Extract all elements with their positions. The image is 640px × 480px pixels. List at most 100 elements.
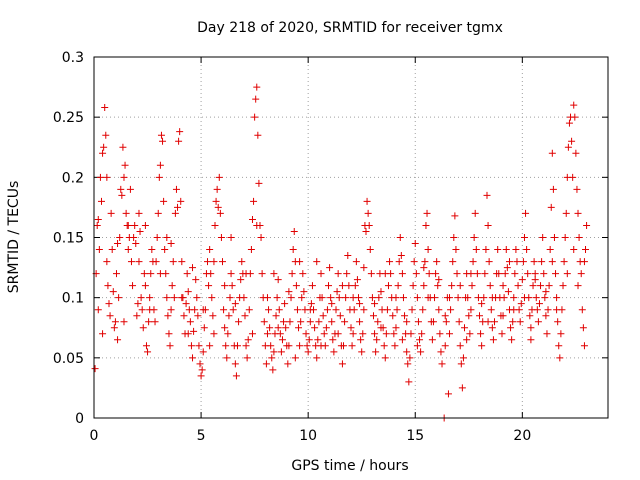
data-point — [196, 360, 204, 368]
data-point — [273, 294, 281, 302]
data-point — [349, 294, 357, 302]
data-point — [465, 312, 473, 320]
data-point — [299, 270, 307, 278]
data-point — [519, 258, 527, 266]
data-point — [399, 294, 407, 302]
data-point — [296, 342, 304, 350]
data-point — [574, 282, 582, 290]
data-point — [220, 306, 228, 314]
data-point — [526, 312, 534, 320]
data-point — [126, 185, 134, 193]
data-point — [476, 312, 483, 320]
data-point — [365, 221, 373, 229]
data-point — [557, 330, 565, 338]
data-point — [458, 384, 466, 392]
data-point — [183, 270, 191, 278]
data-point — [383, 306, 391, 314]
data-point — [164, 312, 172, 320]
data-point — [269, 366, 277, 374]
data-point — [449, 258, 457, 266]
data-point — [231, 300, 239, 308]
data-point — [127, 258, 135, 266]
data-point — [99, 149, 107, 157]
data-point — [467, 306, 475, 314]
data-point — [182, 300, 190, 308]
data-point — [453, 270, 461, 278]
data-point — [242, 270, 250, 278]
data-point — [178, 294, 186, 302]
data-point — [107, 209, 115, 217]
x-axis-label: GPS time / hours — [291, 458, 408, 474]
data-point — [115, 294, 123, 302]
data-point — [314, 336, 322, 344]
data-point — [189, 354, 197, 362]
data-point — [136, 227, 144, 235]
data-point — [571, 113, 579, 121]
data-point — [435, 276, 443, 284]
data-point — [508, 336, 516, 344]
data-point — [227, 234, 235, 241]
data-point — [456, 342, 464, 350]
data-point — [416, 336, 424, 344]
data-point — [231, 360, 239, 368]
data-point — [135, 209, 143, 217]
data-point — [105, 300, 113, 308]
data-point — [213, 185, 221, 193]
data-point — [223, 354, 231, 362]
data-point — [289, 246, 297, 254]
data-point — [109, 288, 117, 296]
data-point — [328, 300, 336, 308]
data-point — [191, 306, 199, 314]
data-point — [293, 306, 301, 314]
data-point — [298, 294, 306, 302]
data-point — [428, 336, 436, 344]
x-tick-label: 5 — [197, 428, 206, 444]
data-point — [356, 318, 364, 326]
data-point — [297, 318, 305, 326]
y-tick-label: 0 — [75, 411, 84, 427]
data-point — [373, 336, 381, 344]
data-point — [514, 282, 522, 290]
data-point — [174, 203, 182, 211]
data-point — [227, 270, 235, 278]
data-point — [184, 330, 192, 338]
data-point — [552, 270, 560, 278]
data-point — [413, 294, 421, 302]
data-point — [140, 270, 148, 278]
data-point — [510, 306, 518, 314]
data-point — [266, 324, 274, 332]
data-point — [103, 258, 111, 266]
data-point — [137, 294, 145, 302]
data-point — [512, 246, 520, 254]
data-point — [313, 258, 321, 266]
data-point — [248, 215, 256, 223]
data-point — [382, 330, 390, 338]
grid-lines — [94, 57, 608, 418]
data-point — [130, 234, 138, 241]
data-point — [470, 234, 478, 241]
data-point — [295, 324, 303, 332]
data-point — [422, 221, 430, 229]
data-point — [553, 306, 561, 314]
data-point — [338, 360, 346, 368]
data-point — [200, 324, 208, 332]
data-point — [307, 300, 315, 308]
data-point — [390, 330, 398, 338]
data-point — [386, 258, 394, 266]
data-point — [357, 336, 365, 344]
data-point — [224, 330, 232, 338]
data-point — [413, 342, 421, 350]
data-point — [478, 342, 486, 350]
data-point — [356, 300, 364, 308]
data-point — [237, 276, 245, 284]
data-point — [214, 203, 222, 211]
data-point — [274, 324, 282, 332]
data-point — [425, 270, 433, 278]
data-point — [244, 336, 252, 344]
data-point — [457, 360, 465, 368]
data-point — [424, 294, 432, 302]
data-point — [135, 258, 143, 266]
data-point — [206, 246, 214, 254]
data-point — [252, 95, 260, 103]
